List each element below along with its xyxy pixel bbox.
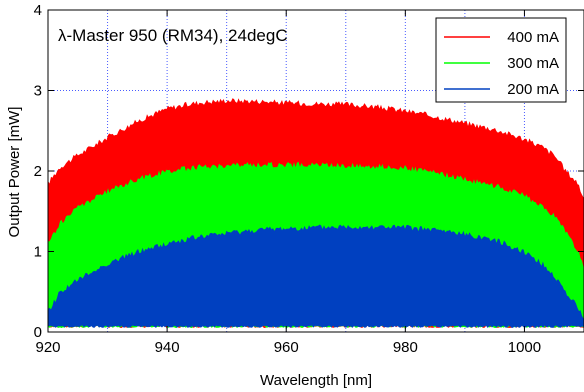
x-axis-title: Wavelength [nm] [260,372,372,389]
legend-label: 200 mA [507,81,559,98]
legend-label: 300 mA [507,55,559,72]
x-tick-label: 920 [35,339,60,356]
legend-label: 400 mA [507,29,559,46]
legend: 400 mA 300 mA 200 mA [435,17,567,103]
series-area-200-ma [48,224,584,328]
y-tick-label: 2 [34,163,42,180]
axis-ticks: 920 940 960 980 1000 0 1 2 3 4 [34,2,584,356]
y-tick-label: 4 [34,2,42,19]
x-tick-label: 1000 [508,339,541,356]
x-tick-label: 940 [155,339,180,356]
legend-box [435,17,567,103]
y-tick-label: 3 [34,83,42,100]
y-axis-title: Output Power [mW] [6,107,23,238]
x-tick-label: 960 [274,339,299,356]
x-tick-label: 980 [393,339,418,356]
y-tick-label: 1 [34,244,42,261]
y-tick-label: 0 [34,324,42,341]
series-areas [48,98,584,328]
chart-title: λ-Master 950 (RM34), 24degC [58,26,288,45]
